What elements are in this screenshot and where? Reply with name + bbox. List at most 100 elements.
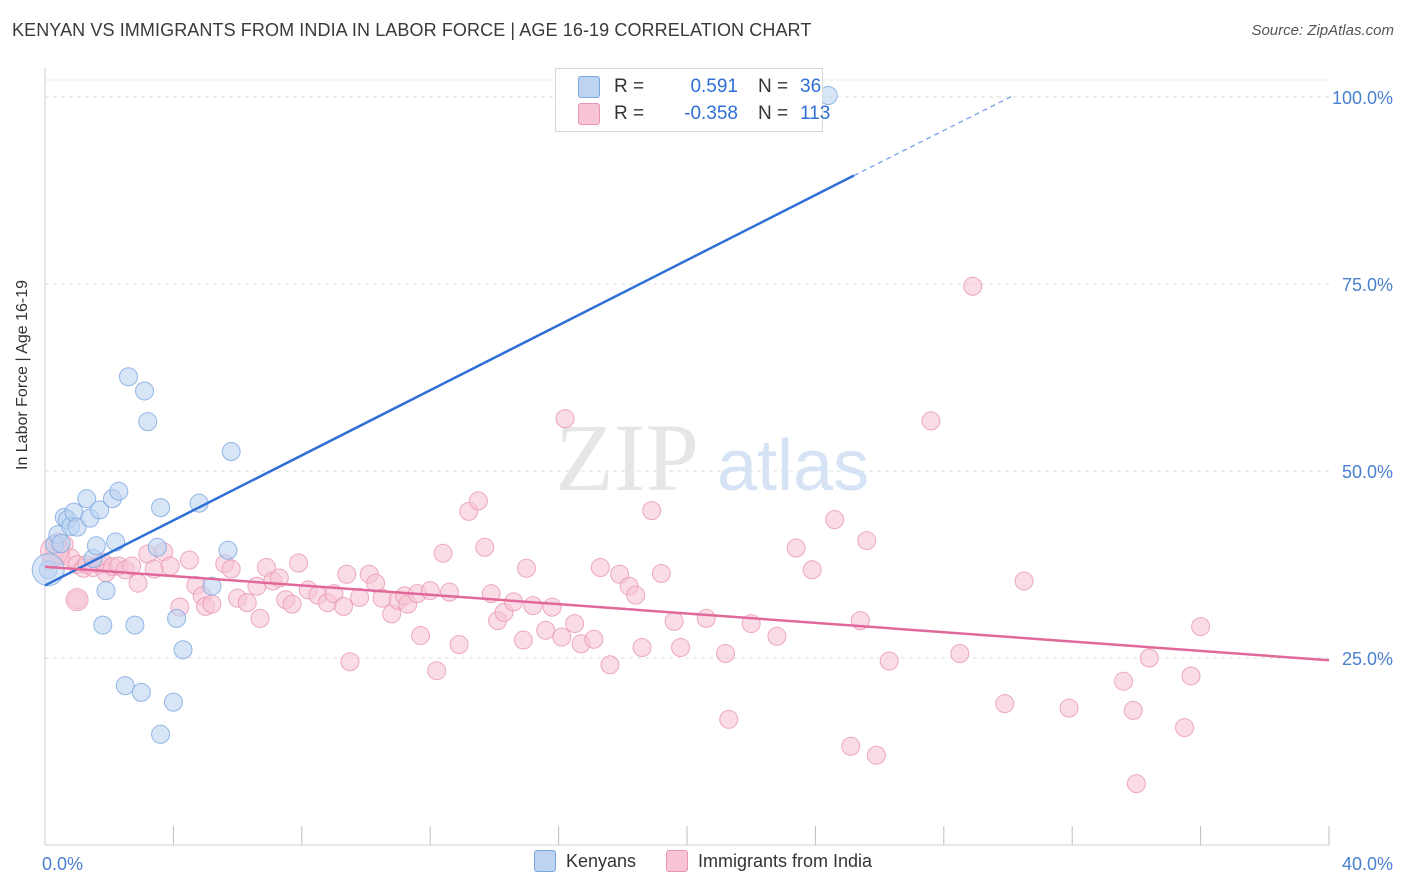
data-point	[866, 745, 886, 765]
data-point	[221, 559, 241, 579]
data-point	[247, 576, 267, 596]
data-point	[584, 629, 604, 649]
trend-lines	[44, 94, 1330, 662]
data-point	[786, 538, 806, 558]
data-point	[90, 500, 110, 520]
n-label: N =	[758, 76, 789, 97]
chart-title: KENYAN VS IMMIGRANTS FROM INDIA IN LABOR…	[12, 20, 812, 40]
data-point	[1191, 617, 1211, 637]
data-point	[626, 585, 646, 605]
data-point	[128, 573, 148, 593]
data-point	[536, 620, 556, 640]
stats-swatch-kenyans	[578, 76, 600, 98]
data-point	[632, 638, 652, 658]
data-point	[51, 534, 71, 554]
watermark-atlas: atlas	[717, 426, 869, 506]
data-point	[802, 560, 822, 580]
data-point	[118, 367, 138, 387]
y-tick-label: 100.0%	[1332, 88, 1393, 108]
data-point	[151, 724, 171, 744]
data-point	[96, 581, 116, 601]
data-point	[995, 694, 1015, 714]
stats-legend-box: R = 0.591 N = 36 R = -0.358 N = 113	[555, 68, 830, 132]
data-point	[642, 501, 662, 521]
legend-swatch-india	[666, 850, 688, 872]
legend-swatch-kenyans	[533, 850, 556, 872]
data-point	[696, 608, 716, 628]
data-point	[282, 594, 302, 614]
n-label: N =	[758, 103, 789, 124]
data-point	[218, 540, 238, 560]
data-point	[93, 615, 113, 635]
data-point	[433, 543, 453, 563]
data-point	[337, 564, 357, 584]
data-point	[651, 563, 671, 583]
data-point	[138, 412, 158, 432]
data-point	[841, 736, 861, 756]
data-point	[427, 661, 447, 681]
data-point	[1126, 774, 1146, 794]
data-point	[719, 709, 739, 729]
r-label: R =	[614, 103, 645, 124]
data-point	[555, 409, 575, 429]
stats-row-india: R = -0.358 N = 113	[578, 102, 830, 126]
data-point	[221, 442, 241, 462]
data-point	[857, 531, 877, 551]
data-point	[334, 596, 354, 616]
data-point	[160, 556, 180, 576]
data-point	[517, 558, 536, 578]
trend-line-india	[44, 565, 1330, 662]
n-value: 113	[800, 103, 831, 124]
data-point	[151, 498, 171, 518]
data-point	[411, 626, 431, 646]
data-point	[173, 640, 193, 660]
legend-label-india: Immigrants from India	[698, 850, 873, 871]
legend-item-kenyans[interactable]: Kenyans	[533, 850, 636, 872]
data-point	[950, 644, 970, 664]
y-tick-label: 50.0%	[1342, 462, 1393, 482]
chart-source: Source: ZipAtlas.com	[1251, 22, 1394, 39]
data-point	[202, 594, 222, 614]
data-point	[1059, 698, 1079, 718]
axes	[44, 68, 1330, 846]
legend-item-india[interactable]: Immigrants from India	[666, 850, 872, 872]
data-point	[77, 489, 97, 509]
trend-line-kenyans-extension	[853, 94, 1015, 177]
data-point	[1014, 571, 1034, 591]
data-point	[439, 582, 459, 602]
r-value: -0.358	[684, 103, 738, 124]
data-point	[552, 627, 572, 647]
data-point	[289, 553, 309, 573]
data-point	[109, 481, 129, 501]
data-point	[963, 276, 983, 296]
data-point-large	[31, 553, 65, 587]
data-point	[1123, 700, 1143, 720]
data-point	[879, 651, 899, 671]
data-point	[468, 491, 488, 511]
data-point	[716, 644, 736, 664]
data-point	[125, 615, 145, 635]
data-point	[420, 581, 440, 601]
data-point	[147, 537, 167, 557]
data-point	[131, 682, 151, 702]
data-point	[1139, 648, 1159, 668]
data-point	[115, 676, 135, 696]
data-point	[340, 652, 360, 672]
data-point	[664, 611, 684, 631]
data-point	[921, 411, 941, 431]
x-tick-label-min: 0.0%	[42, 854, 83, 874]
data-point	[1114, 671, 1134, 691]
data-point	[1175, 718, 1195, 738]
data-point	[475, 537, 495, 557]
watermark-zip: ZIP	[555, 404, 699, 511]
y-tick-label: 25.0%	[1342, 649, 1393, 669]
watermark: ZIP atlas	[555, 404, 869, 511]
stats-swatch-india	[578, 103, 600, 125]
data-point	[449, 635, 469, 655]
legend-label-kenyans: Kenyans	[565, 850, 636, 871]
x-tick-label-max: 40.0%	[1342, 854, 1393, 874]
data-point	[542, 597, 562, 617]
data-point	[122, 556, 142, 576]
r-value: 0.591	[690, 76, 738, 97]
